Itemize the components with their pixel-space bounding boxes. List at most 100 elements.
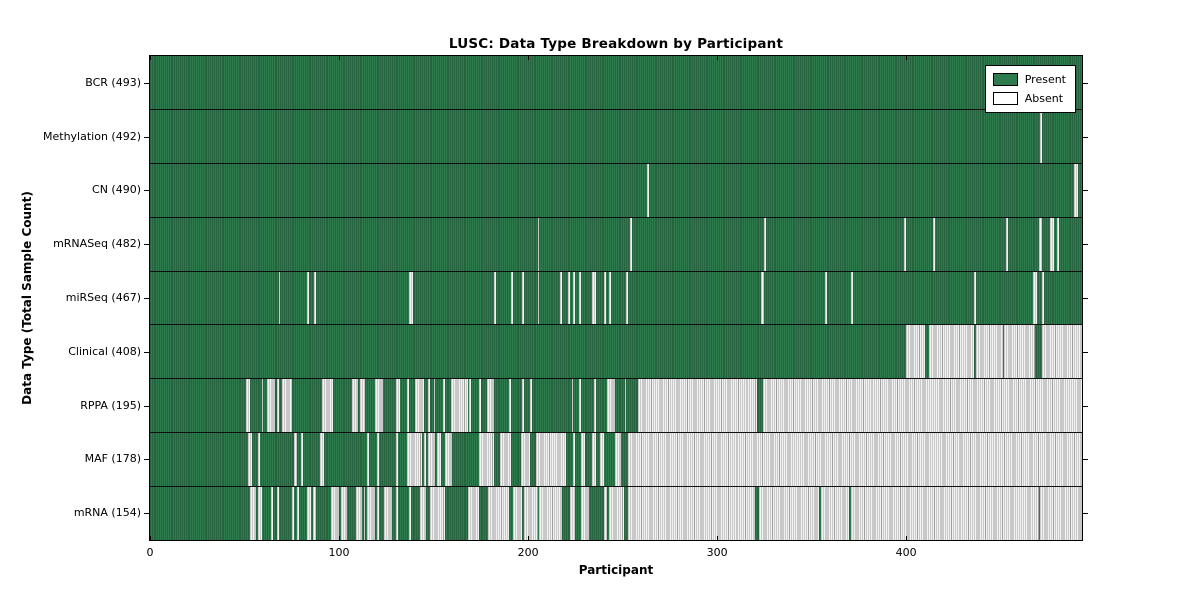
absent-segment	[630, 217, 633, 271]
absent-segment	[374, 379, 383, 433]
absent-swatch	[992, 92, 1018, 105]
absent-segment	[758, 487, 820, 541]
row-CN	[150, 163, 1082, 218]
absent-segment	[363, 487, 366, 541]
y-tick	[1083, 190, 1088, 192]
absent-segment	[509, 379, 512, 433]
absent-segment	[282, 379, 292, 433]
absent-segment	[615, 433, 621, 487]
absent-segment	[276, 379, 279, 433]
x-tick-label: 0	[146, 546, 154, 559]
plot-area: Present Absent	[144, 55, 1088, 541]
absent-segment	[467, 487, 479, 541]
y-tick-label: Clinical (408)	[68, 344, 141, 358]
present-swatch	[992, 73, 1018, 86]
absent-segment	[356, 487, 362, 541]
absent-segment	[573, 271, 576, 325]
x-tick-label: 200	[517, 546, 539, 559]
absent-segment	[499, 433, 512, 487]
absent-segment	[581, 487, 589, 541]
absent-segment	[427, 433, 436, 487]
x-tick-label: 300	[706, 546, 728, 559]
absent-segment	[760, 271, 765, 325]
absent-segment	[1042, 325, 1082, 379]
matrix-rows	[150, 56, 1082, 541]
absent-segment	[1040, 487, 1082, 541]
absent-segment	[974, 271, 977, 325]
absent-segment	[486, 379, 495, 433]
absent-segment	[928, 325, 975, 379]
absent-segment	[276, 487, 279, 541]
absent-segment	[520, 433, 530, 487]
y-tick-label: BCR (493)	[85, 75, 141, 89]
y-tick	[1083, 136, 1088, 138]
absent-segment	[478, 433, 495, 487]
absent-segment	[367, 487, 375, 541]
y-tick	[1083, 244, 1088, 246]
y-tick	[1083, 351, 1088, 353]
absent-segment	[592, 271, 597, 325]
absent-segment	[522, 271, 525, 325]
row-Clinical	[150, 325, 1082, 380]
absent-segment	[603, 487, 608, 541]
x-tick-label: 100	[328, 546, 350, 559]
absent-segment	[1057, 217, 1060, 271]
absent-segment	[904, 217, 907, 271]
absent-segment	[1074, 163, 1079, 217]
absent-segment	[407, 433, 423, 487]
x-tick-label: 400	[895, 546, 917, 559]
y-tick	[1083, 298, 1088, 299]
absent-segment	[624, 379, 627, 433]
absent-segment	[433, 379, 436, 433]
row-Methylation	[150, 109, 1082, 164]
absent-segment	[637, 379, 757, 433]
absent-segment	[376, 433, 379, 487]
absent-segment	[1038, 217, 1043, 271]
absent-segment	[250, 487, 256, 541]
absent-segment	[312, 487, 317, 541]
legend-entry-present: Present	[992, 70, 1066, 89]
row-mRNASeq	[150, 217, 1082, 272]
absent-segment	[824, 271, 827, 325]
absent-segment	[420, 487, 426, 541]
absent-segment	[306, 487, 311, 541]
absent-segment	[599, 433, 604, 487]
absent-segment	[450, 379, 468, 433]
absent-segment	[906, 325, 926, 379]
absent-segment	[821, 487, 850, 541]
y-tick-label: CN (490)	[92, 183, 141, 197]
absent-segment	[529, 379, 532, 433]
y-tick-label: mRNASeq (482)	[53, 237, 141, 251]
absent-segment	[320, 433, 324, 487]
absent-segment	[539, 487, 563, 541]
absent-segment	[560, 271, 563, 325]
absent-segment	[1042, 271, 1045, 325]
y-tick-labels: BCR (493) Methylation (492) CN (490) mRNASe…	[0, 0, 149, 600]
absent-segment	[478, 379, 481, 433]
absent-segment	[628, 487, 755, 541]
absent-segment	[331, 487, 340, 541]
y-tick-label: Methylation (492)	[43, 129, 141, 143]
absent-segment	[257, 433, 260, 487]
row-mRNA	[150, 487, 1082, 541]
absent-segment	[297, 487, 300, 541]
row-RPPA	[150, 379, 1082, 434]
absent-segment	[537, 271, 540, 325]
absent-segment	[395, 433, 398, 487]
y-tick	[1083, 405, 1088, 407]
absent-segment	[609, 487, 625, 541]
absent-segment	[571, 379, 574, 433]
absent-segment	[384, 487, 392, 541]
absent-segment	[1006, 217, 1009, 271]
y-tick-label: RPPA (195)	[80, 398, 141, 412]
absent-segment	[851, 487, 1039, 541]
absent-segment	[246, 379, 251, 433]
absent-segment	[352, 379, 358, 433]
absent-segment	[537, 217, 540, 271]
absent-segment	[764, 217, 767, 271]
y-tick-label: miRSeq (467)	[65, 291, 141, 304]
absent-segment	[567, 271, 570, 325]
absent-segment	[762, 379, 1082, 433]
absent-segment	[367, 433, 370, 487]
